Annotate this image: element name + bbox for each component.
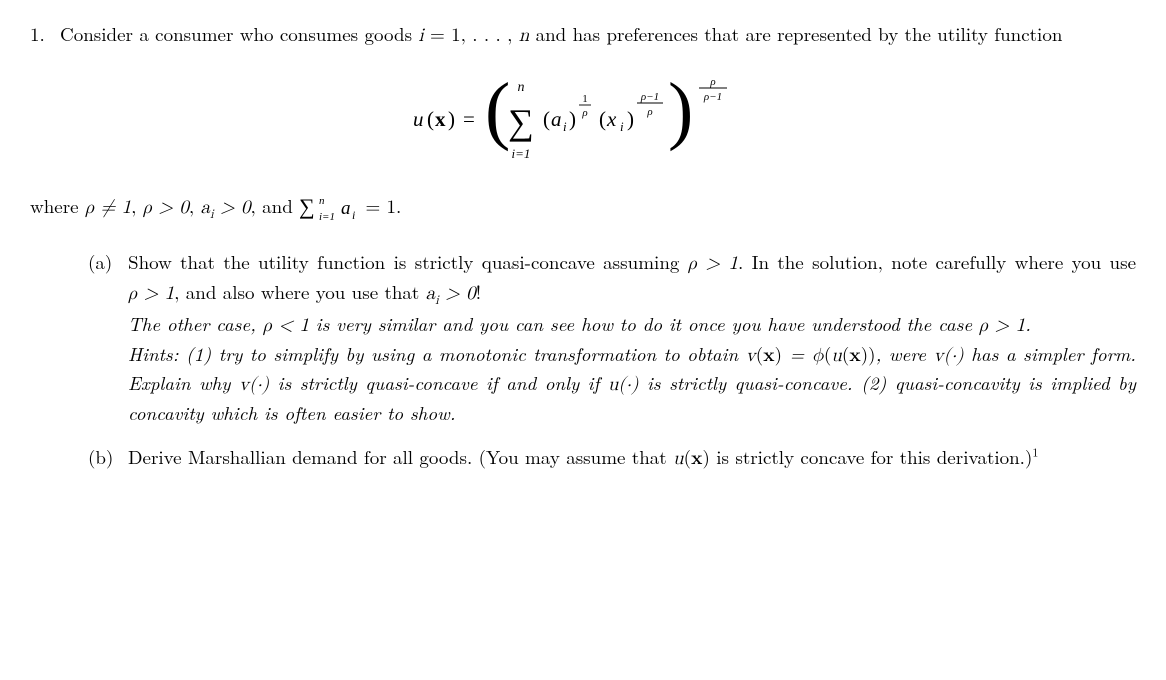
subparts: (a) Show that the utility function is st… bbox=[88, 248, 1136, 472]
a-h-vdot2: v(·) bbox=[239, 375, 269, 394]
cond-sum-a: a bbox=[341, 198, 351, 219]
a-h-x2: x bbox=[849, 339, 861, 367]
b-post: is strictly concave for this derivation.… bbox=[710, 443, 1032, 470]
eq-lparen-a: ( bbox=[543, 107, 550, 131]
a-s1-math: ρ > 1 bbox=[688, 254, 738, 273]
eq-x2: x bbox=[606, 107, 617, 131]
eq-sum-lower: i=1 bbox=[512, 146, 531, 161]
subpart-a-body: Show that the utility function is strict… bbox=[128, 248, 1136, 426]
subpart-b-label: (b) bbox=[88, 443, 118, 473]
cond-sum-eq: = 1. bbox=[359, 192, 401, 219]
cond-sigma: ∑ bbox=[299, 194, 315, 219]
a-s1-tail: , and also where you use that bbox=[174, 278, 425, 305]
a-it1-post: is very similar and you can see how to d… bbox=[309, 310, 979, 337]
subpart-a-label: (a) bbox=[88, 248, 118, 426]
b-lp: ( bbox=[684, 443, 691, 470]
cond-ai-post: > 0 bbox=[214, 198, 251, 217]
problem-body: Consider a consumer who consumes goods i… bbox=[60, 20, 1136, 488]
a-ai-a: a bbox=[426, 284, 436, 303]
a-it1-end: . bbox=[1025, 310, 1031, 337]
a-s1-bang: ! bbox=[476, 278, 481, 305]
cond-sep2: , bbox=[189, 192, 201, 219]
eq-x: x bbox=[435, 107, 446, 131]
a-h-v: v bbox=[746, 346, 756, 365]
cond-sep1: , bbox=[131, 192, 143, 219]
cond-sum-upper: n bbox=[319, 195, 325, 207]
cond-rhoneq: ρ ≠ 1 bbox=[85, 198, 131, 217]
cond-rhogt: ρ > 0 bbox=[143, 198, 189, 217]
a-h-lp1: ( bbox=[756, 340, 763, 367]
intro-var-n: n bbox=[519, 26, 530, 45]
a-h-u: u bbox=[831, 346, 842, 365]
a-s1-math2: ρ > 1 bbox=[128, 284, 174, 303]
a-h-mid: , were bbox=[876, 340, 934, 367]
b-pre: Derive Marshallian demand for all goods.… bbox=[128, 443, 673, 470]
eq-rparen-x2: ) bbox=[627, 107, 634, 131]
intro-suffix: and has preferences that are represented… bbox=[529, 20, 1062, 47]
a-h-phi: ϕ bbox=[812, 346, 824, 365]
eq-equals: = bbox=[463, 107, 475, 131]
subpart-b-body: Derive Marshallian demand for all goods.… bbox=[128, 443, 1136, 473]
a-s1-end: . In the solution, note carefully where … bbox=[738, 248, 1136, 275]
problem-container: 1. Consider a consumer who consumes good… bbox=[30, 20, 1136, 488]
eq-exp2-num: ρ−1 bbox=[640, 91, 659, 103]
eq-a-sub: i bbox=[563, 119, 567, 134]
a-s1: Show that the utility function is strict… bbox=[128, 248, 688, 275]
eq-lparen-x2: ( bbox=[599, 107, 606, 131]
eq-sigma: ∑ bbox=[508, 102, 534, 142]
a-h-x: x bbox=[763, 339, 775, 367]
a-it1-pre: The other case, bbox=[128, 310, 263, 337]
a-it1-math2: ρ > 1 bbox=[979, 316, 1025, 335]
b-footnote: 1 bbox=[1032, 443, 1038, 460]
eq-outer-den: ρ−1 bbox=[703, 91, 722, 103]
a-h-iff: is strictly quasi-concave if and only if bbox=[269, 369, 608, 396]
utility-equation: u ( x ) = ( n ∑ i=1 ( a i ) bbox=[60, 68, 1136, 168]
a-h-rp3: )) bbox=[861, 340, 876, 367]
eq-a: a bbox=[551, 107, 562, 131]
cond-sum-sub: i bbox=[352, 208, 355, 222]
eq-x2-sub: i bbox=[620, 119, 624, 134]
a-h-udot: u(·) bbox=[608, 375, 639, 394]
b-rp: ) bbox=[703, 443, 710, 470]
condition-line: where ρ ≠ 1, ρ > 0, ai > 0, and ∑ n i=1 … bbox=[30, 192, 1136, 225]
eq-lparen-ux: ( bbox=[427, 107, 434, 131]
intro-text: Consider a consumer who consumes goods i… bbox=[60, 20, 1136, 50]
eq-big-rparen: ) bbox=[668, 68, 693, 152]
problem-number: 1. bbox=[30, 20, 52, 488]
eq-u: u bbox=[413, 107, 424, 131]
intro-prefix: Consider a consumer who consumes goods bbox=[60, 20, 418, 47]
cond-sum: ∑ n i=1 a i bbox=[299, 194, 359, 222]
eq-rparen-a: ) bbox=[569, 107, 576, 131]
eq-sum-upper: n bbox=[518, 80, 525, 95]
cond-sum-lower: i=1 bbox=[319, 211, 335, 222]
eq-big-lparen: ( bbox=[485, 68, 510, 152]
cond-ai-a: a bbox=[201, 198, 211, 217]
a-h-vdot: v(·) bbox=[934, 346, 964, 365]
a-h-eq: = bbox=[782, 340, 812, 367]
eq-outer-num: ρ bbox=[709, 76, 715, 88]
subpart-b: (b) Derive Marshallian demand for all go… bbox=[88, 443, 1136, 473]
eq-rparen-ux: ) bbox=[448, 107, 455, 131]
eq-exp1-num: 1 bbox=[582, 93, 588, 105]
a-it1-math: ρ < 1 bbox=[263, 316, 309, 335]
a-h-rp1: ) bbox=[775, 340, 782, 367]
eq-exp2-den: ρ bbox=[646, 106, 652, 118]
cond-prefix: where bbox=[30, 192, 85, 219]
cond-sep3: , and bbox=[251, 192, 300, 219]
equation-svg: u ( x ) = ( n ∑ i=1 ( a i ) bbox=[413, 68, 783, 168]
subpart-a: (a) Show that the utility function is st… bbox=[88, 248, 1136, 426]
intro-eq: = 1, . . . , bbox=[424, 20, 519, 47]
b-u: u bbox=[673, 449, 684, 468]
a-hints: Hints: (1) try to simplify by using a mo… bbox=[128, 340, 746, 367]
eq-exp1-den: ρ bbox=[581, 107, 587, 119]
a-ai-post: > 0 bbox=[439, 284, 476, 303]
b-x: x bbox=[691, 442, 703, 470]
